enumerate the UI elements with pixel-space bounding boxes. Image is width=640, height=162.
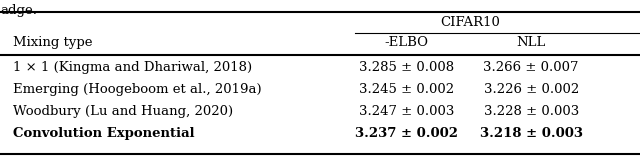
Text: -ELBO: -ELBO bbox=[385, 36, 428, 49]
Text: 3.247 ± 0.003: 3.247 ± 0.003 bbox=[358, 105, 454, 118]
Text: Mixing type: Mixing type bbox=[13, 36, 92, 49]
Text: adge.: adge. bbox=[0, 4, 37, 17]
Text: CIFAR10: CIFAR10 bbox=[440, 16, 500, 29]
Text: 3.218 ± 0.003: 3.218 ± 0.003 bbox=[480, 127, 582, 140]
Text: Woodbury (Lu and Huang, 2020): Woodbury (Lu and Huang, 2020) bbox=[13, 105, 233, 118]
Text: 3.228 ± 0.003: 3.228 ± 0.003 bbox=[484, 105, 579, 118]
Text: Convolution Exponential: Convolution Exponential bbox=[13, 127, 195, 140]
Text: 3.285 ± 0.008: 3.285 ± 0.008 bbox=[359, 61, 454, 74]
Text: NLL: NLL bbox=[516, 36, 546, 49]
Text: 3.226 ± 0.002: 3.226 ± 0.002 bbox=[484, 83, 579, 96]
Text: 1 × 1 (Kingma and Dhariwal, 2018): 1 × 1 (Kingma and Dhariwal, 2018) bbox=[13, 61, 252, 74]
Text: 3.266 ± 0.007: 3.266 ± 0.007 bbox=[483, 61, 579, 74]
Text: Emerging (Hoogeboom et al., 2019a): Emerging (Hoogeboom et al., 2019a) bbox=[13, 83, 261, 96]
Text: 3.237 ± 0.002: 3.237 ± 0.002 bbox=[355, 127, 458, 140]
Text: 3.245 ± 0.002: 3.245 ± 0.002 bbox=[359, 83, 454, 96]
